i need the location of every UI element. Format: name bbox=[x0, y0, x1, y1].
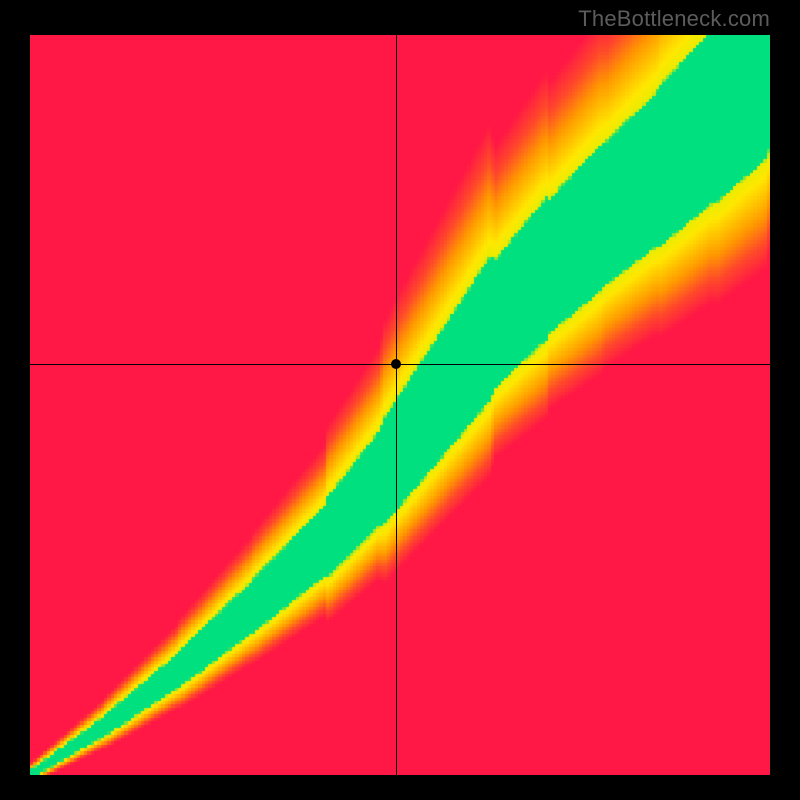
data-point-marker bbox=[391, 359, 401, 369]
crosshair-vertical bbox=[396, 35, 397, 775]
heatmap-plot bbox=[30, 35, 770, 775]
heatmap-canvas bbox=[30, 35, 770, 775]
watermark-text: TheBottleneck.com bbox=[578, 6, 770, 32]
